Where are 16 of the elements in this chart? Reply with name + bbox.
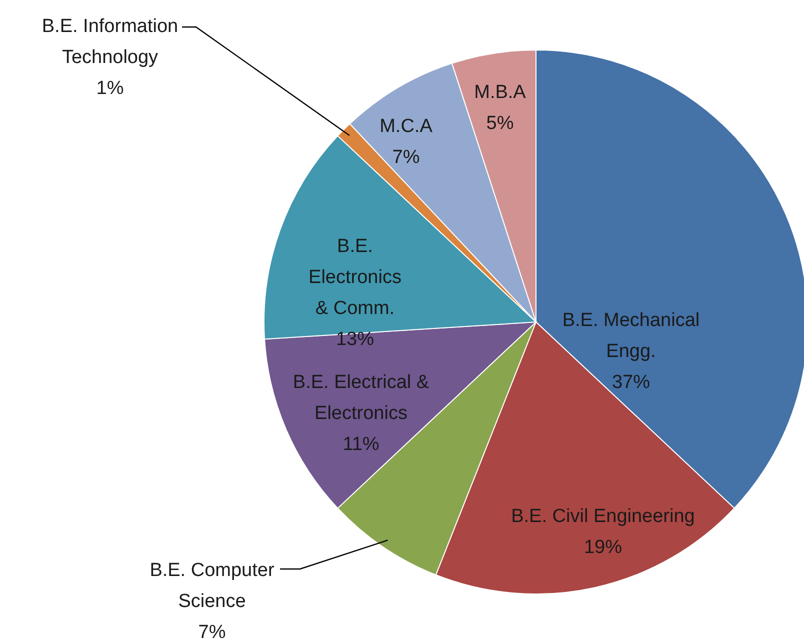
data-label: 7% [198, 622, 226, 643]
data-label: 1% [96, 78, 124, 99]
slice-label: B.E. Electronics & Comm. [308, 236, 402, 319]
slice-label: M.B.A [474, 82, 526, 103]
slice-label: B.E. Civil Engineering [511, 506, 695, 527]
data-label: 13% [336, 329, 374, 350]
slice-label: B.E. Mechanical Engg. [562, 310, 700, 362]
slice-label: B.E. Electrical & Electronics [292, 372, 430, 424]
data-label: 5% [486, 113, 514, 134]
slice-label: B.E. Computer Science [150, 560, 275, 612]
slice-label: M.C.A [380, 116, 433, 137]
slice-label: B.E. Information Technology [42, 16, 178, 68]
data-label: 37% [612, 372, 650, 393]
data-label: 11% [342, 434, 380, 455]
data-label: 19% [584, 537, 622, 558]
data-label: 7% [392, 147, 420, 168]
